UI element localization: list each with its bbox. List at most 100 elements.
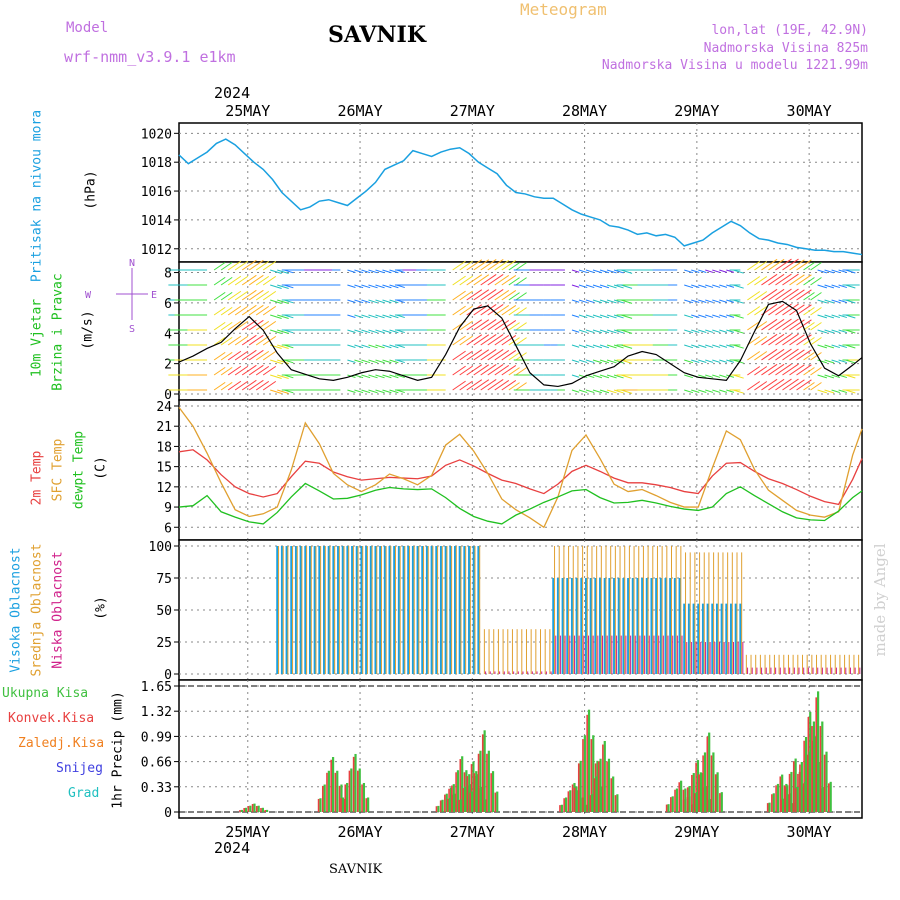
precip-conv-bar	[779, 776, 782, 812]
wind-arrow	[698, 389, 707, 393]
precip-conv-bar	[691, 775, 693, 812]
wind-arrow	[705, 314, 714, 318]
wind-arrow	[389, 389, 399, 394]
precip-total-bar	[487, 750, 490, 812]
wind-ytick-label: 8	[164, 267, 172, 282]
precip-conv-bar	[710, 755, 713, 812]
precip-total-bar	[336, 770, 339, 812]
precip-total-bar	[483, 730, 486, 812]
wind-arrow	[375, 269, 385, 274]
wind-arrow	[747, 291, 761, 301]
wind-arrow	[466, 364, 483, 376]
wind-arrow	[782, 288, 799, 301]
precip-total-bar	[587, 709, 591, 812]
precip-conv-bar	[766, 803, 769, 812]
wind-arrow	[684, 269, 694, 274]
day-label-top: 25MAY	[225, 102, 270, 120]
precip-conv-bar	[470, 764, 473, 812]
wind-arrow	[494, 259, 510, 271]
wind-arrow	[466, 349, 483, 361]
precip-total-bar	[688, 786, 691, 812]
wind-arrow	[733, 344, 744, 349]
wind-arrow	[227, 365, 242, 376]
wind-arrow	[845, 359, 856, 364]
wind-arrow	[227, 380, 242, 391]
wind-arrow	[747, 276, 761, 286]
wind-arrow	[361, 299, 371, 304]
wind-arrow	[782, 378, 799, 391]
wind-arrow	[241, 349, 257, 361]
wind-arrow	[347, 329, 356, 333]
day-label-top: 28MAY	[562, 102, 607, 120]
wind-arrow	[578, 314, 588, 319]
wind-arrow	[487, 363, 504, 376]
product-title: Meteogram	[520, 0, 607, 19]
wind-arrow	[831, 329, 840, 334]
precip-conv-bar	[784, 786, 787, 812]
wind-arrow	[248, 379, 264, 391]
wind-arrow	[515, 337, 527, 346]
precip-total-bar	[261, 807, 264, 812]
wind-arrow	[613, 359, 624, 364]
wind-arrow	[452, 335, 466, 346]
precip-total-bar	[463, 786, 467, 812]
wind-arrow	[747, 261, 761, 271]
wind-arrow	[831, 374, 840, 379]
wind-arrow	[452, 365, 466, 376]
wind-arrow	[382, 344, 392, 349]
precip-conv-bar	[674, 789, 676, 812]
precip-conv-bar	[481, 734, 484, 812]
wind-ytick-label: 0	[164, 388, 172, 403]
wind-arrow	[368, 359, 378, 364]
wind-arrow	[789, 319, 805, 331]
precip-conv-bar	[458, 800, 460, 812]
precip-conv-bar	[792, 761, 795, 812]
wind-arrow	[761, 288, 778, 301]
precip-total-bar	[804, 736, 808, 812]
wind-arrow	[782, 363, 799, 376]
wind-arrow	[255, 335, 270, 346]
wind-arrow	[726, 389, 735, 393]
dewpt-line	[178, 482, 863, 525]
precip-total-bar	[671, 796, 674, 812]
precip-total-bar	[786, 785, 789, 812]
wind-arrow	[761, 258, 778, 271]
wind-arrow	[578, 359, 588, 364]
wind-arrow	[501, 349, 517, 361]
precip-total-bar	[616, 794, 619, 812]
day-label-top: 27MAY	[450, 102, 495, 120]
wind-arrow	[754, 291, 768, 301]
wind-arrow	[775, 258, 792, 271]
wind-arrow	[368, 299, 378, 304]
wind-arrow	[747, 306, 761, 316]
wind-arrow	[789, 259, 805, 271]
wind-arrow	[255, 365, 270, 376]
precip-total-bar	[331, 757, 335, 812]
wind-arrow	[691, 269, 700, 273]
wind-arrow	[719, 284, 728, 288]
precip-total-bar	[470, 791, 474, 812]
precip-conv-bar	[614, 795, 617, 812]
wind-arrow	[691, 314, 700, 318]
wind-arrow	[473, 289, 490, 301]
wind-arrow	[255, 290, 270, 301]
wind-arrow	[698, 299, 707, 303]
day-label-bottom: 27MAY	[450, 823, 495, 841]
precip-conv-bar	[698, 774, 700, 812]
station-title: SAVNIK	[328, 22, 426, 48]
wind-arrow	[592, 389, 603, 394]
precip-total-bar	[800, 761, 803, 812]
wind-arrow	[592, 314, 603, 319]
wind-arrow	[712, 389, 721, 393]
wind-arrow	[585, 299, 595, 304]
wind-arrow	[613, 329, 624, 334]
wind-arrow	[501, 379, 517, 391]
wind-arrow	[768, 378, 785, 391]
wind-arrow	[480, 348, 497, 361]
precip-total-bar	[790, 771, 793, 812]
wind-arrow	[255, 275, 270, 286]
wind-arrow	[501, 364, 517, 376]
precip-total-bar	[480, 786, 483, 812]
temperature-ytick-label: 24	[156, 400, 172, 415]
wind-arrow	[361, 374, 371, 379]
